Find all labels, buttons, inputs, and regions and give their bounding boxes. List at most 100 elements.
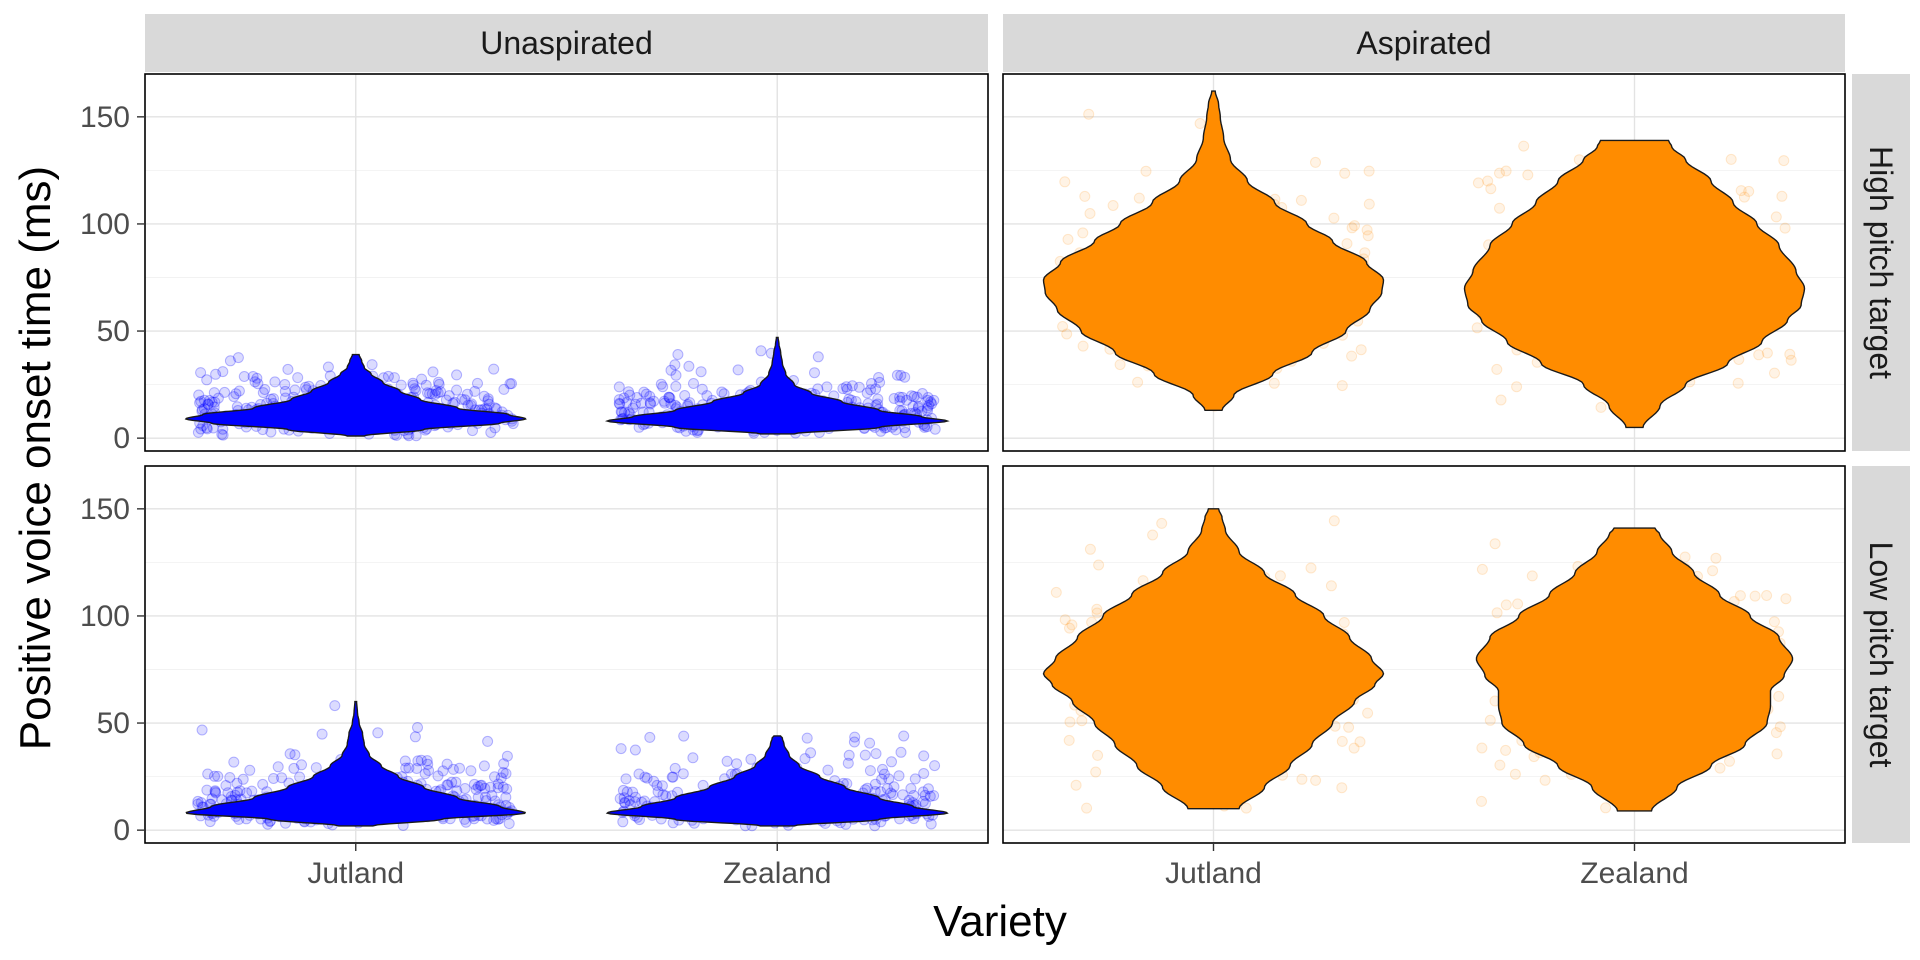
jitter-point	[279, 385, 291, 397]
jitter-point	[1070, 779, 1082, 791]
jitter-point	[651, 779, 663, 791]
jitter-point	[679, 390, 691, 401]
y-tick-label: 150	[80, 493, 130, 526]
jitter-point	[282, 363, 294, 375]
jitter-point	[864, 737, 876, 749]
jitter-point	[670, 369, 682, 381]
panel-border	[1002, 465, 1846, 844]
jitter-point	[928, 394, 940, 406]
jitter-point	[208, 387, 220, 399]
jitter-point	[465, 765, 477, 777]
jitter-point	[202, 399, 214, 410]
jitter-point	[614, 398, 626, 410]
jitter-point	[677, 768, 689, 780]
jitter-point	[926, 398, 938, 410]
jitter-point	[885, 787, 897, 799]
jitter-point	[1274, 570, 1286, 582]
jitter-point	[421, 755, 433, 767]
jitter-point	[615, 406, 627, 418]
y-axis-title: Positive voice onset time (ms)	[11, 166, 60, 750]
jitter-point	[475, 780, 486, 792]
jitter-point	[229, 789, 241, 801]
jitter-point	[640, 388, 652, 400]
jitter-point	[688, 378, 699, 389]
jitter-point	[400, 762, 412, 774]
jitter-point	[222, 787, 234, 799]
jitter-point	[1361, 224, 1373, 236]
jitter-point	[624, 389, 636, 401]
jitter-point	[1355, 344, 1367, 356]
jitter-point	[430, 385, 442, 396]
jitter-point	[666, 771, 678, 783]
jitter-point	[403, 762, 415, 774]
jitter-point	[1774, 721, 1786, 733]
x-tick-label: Zealand	[723, 857, 831, 890]
jitter-point	[482, 395, 494, 407]
jitter-point	[812, 383, 824, 395]
jitter-point	[696, 383, 708, 395]
jitter-point	[644, 397, 656, 409]
jitter-point	[399, 755, 411, 767]
jitter-point	[292, 372, 304, 384]
jitter-point	[503, 818, 515, 830]
jitter-point	[432, 387, 444, 399]
jitter-point	[1780, 593, 1792, 605]
jitter-point	[500, 791, 512, 803]
jitter-point	[447, 763, 459, 775]
jitter-point	[212, 770, 224, 782]
jitter-point	[232, 352, 244, 364]
jitter-point	[1785, 354, 1797, 366]
jitter-point	[925, 396, 937, 408]
jitter-point	[427, 366, 439, 378]
jitter-point	[228, 391, 240, 403]
jitter-point	[731, 758, 743, 770]
jitter-point	[231, 777, 243, 789]
jitter-point	[1296, 773, 1308, 785]
jitter-point	[492, 778, 504, 790]
jitter-point	[925, 818, 937, 830]
violin-unaspirated-zealand	[604, 336, 950, 435]
jitter-point	[687, 752, 699, 764]
jitter-point	[1062, 233, 1074, 245]
jitter-point	[433, 376, 444, 388]
jitter-point	[894, 395, 906, 407]
jitter-point	[853, 381, 865, 393]
jitter-point	[644, 390, 656, 402]
jitter-point	[615, 743, 627, 755]
jitter-point	[1776, 190, 1788, 202]
jitter-point	[395, 379, 407, 391]
jitter-point	[919, 789, 931, 801]
jitter-point	[489, 771, 500, 783]
jitter-point	[1346, 350, 1358, 362]
jitter-point	[1363, 165, 1375, 177]
jitter-point	[859, 749, 871, 761]
jitter-point	[500, 768, 512, 780]
jitter-point	[618, 392, 630, 404]
column-strip-label: Unaspirated	[480, 25, 653, 61]
panel-background	[145, 466, 988, 843]
jitter-point	[623, 795, 635, 807]
jitter-point	[1268, 377, 1280, 389]
jitter-point	[423, 765, 435, 776]
jitter-point	[848, 736, 860, 748]
jitter-point	[1325, 580, 1337, 592]
jitter-point	[1472, 177, 1484, 189]
jitter-point	[657, 381, 669, 393]
jitter-point	[881, 783, 893, 795]
jitter-point	[1076, 715, 1088, 727]
jitter-point	[495, 772, 507, 784]
jitter-point	[437, 765, 449, 777]
jitter-point	[663, 391, 675, 403]
jitter-point	[1064, 716, 1076, 728]
panel-frames	[144, 73, 1846, 844]
jitter-point	[1092, 749, 1104, 761]
jitter-point	[899, 371, 911, 383]
jitter-point	[228, 756, 240, 768]
jitter-point	[614, 793, 626, 805]
jitter-point	[846, 380, 858, 392]
jitter-point	[300, 381, 311, 393]
jitter-point	[316, 728, 328, 740]
jitter-point	[917, 786, 929, 798]
jitter-point	[1595, 401, 1607, 413]
jitter-point	[482, 393, 494, 405]
